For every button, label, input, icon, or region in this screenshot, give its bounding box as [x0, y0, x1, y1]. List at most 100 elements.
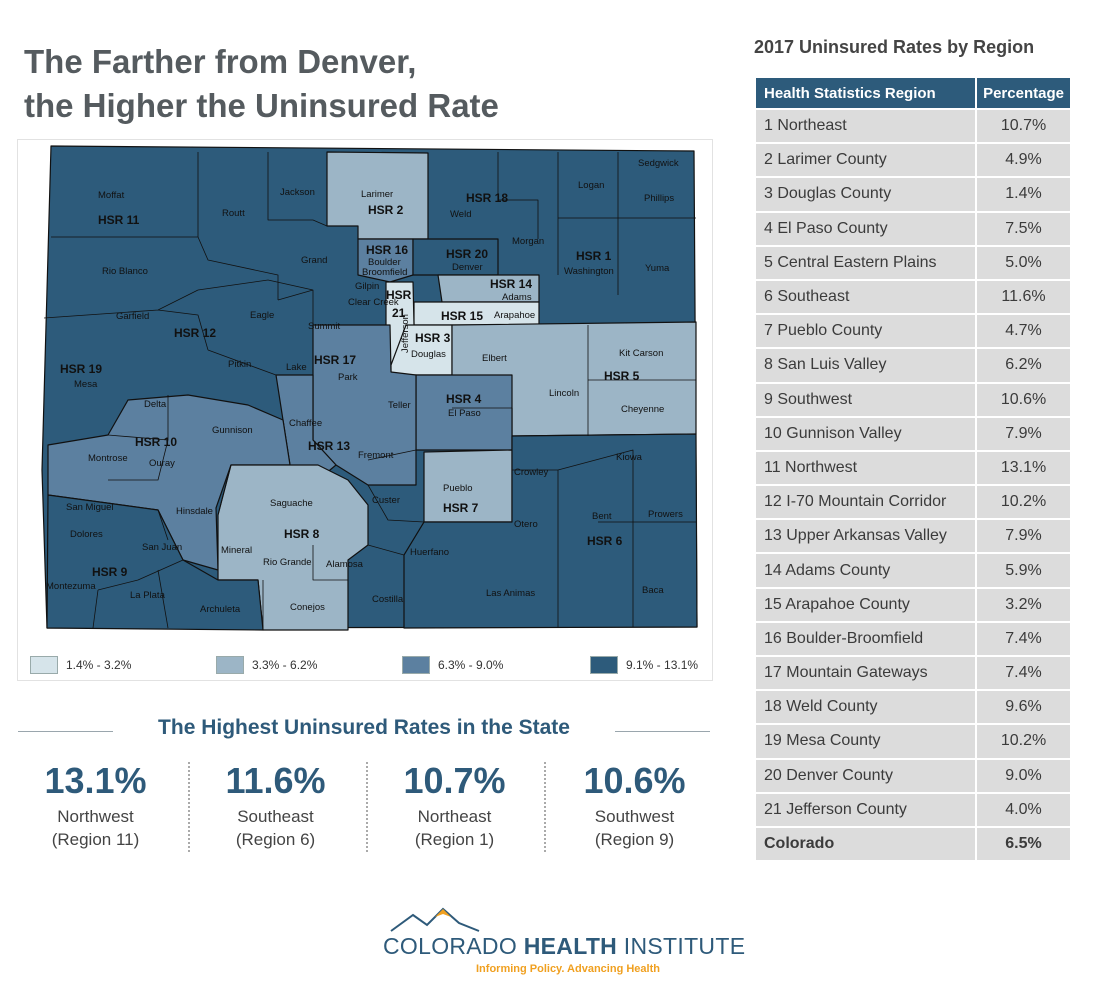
table-cell-region: 4 El Paso County [753, 210, 978, 247]
map-label-kit-carson: Kit Carson [619, 348, 663, 359]
table-cell-region: 2 Larimer County [753, 142, 978, 179]
table-cell-percentage: 9.6% [975, 689, 1072, 726]
highest-divider-2 [366, 762, 368, 852]
map-label-hsr1: HSR 1 [576, 249, 612, 263]
table-header-row: Health Statistics Region Percentage [753, 76, 1072, 110]
map-label-hsr21-a: HSR [386, 288, 412, 302]
table-cell-region: 9 Southwest [753, 381, 978, 418]
table-header-percentage: Percentage [975, 76, 1072, 110]
table-total-region: Colorado [753, 825, 978, 863]
map-label-las-animas: Las Animas [486, 588, 535, 599]
legend-item-tier1: 1.4% - 3.2% [30, 656, 131, 674]
map-label-lake: Lake [286, 362, 307, 373]
highest-rate-4-number: (Region 9) [594, 830, 675, 849]
table-row: 20 Denver County 9.0% [753, 757, 1072, 794]
map-label-routt: Routt [222, 208, 245, 219]
map-label-broomfield: Broomfield [362, 267, 407, 278]
table-cell-percentage: 4.0% [975, 791, 1072, 828]
map-label-mineral: Mineral [221, 545, 252, 556]
table-row: 11 Northwest 13.1% [753, 449, 1072, 487]
logo-tagline: Informing Policy. Advancing Health [476, 963, 660, 975]
table-row: 16 Boulder-Broomfield 7.4% [753, 620, 1072, 658]
logo-name-institute: INSTITUTE [617, 933, 746, 959]
map-label-hsr21-b: 21 [392, 306, 406, 320]
table-header-region: Health Statistics Region [753, 76, 978, 110]
map-label-saguache: Saguache [270, 498, 313, 509]
map-label-washington: Washington [564, 266, 614, 277]
map-label-hsr20: HSR 20 [446, 247, 488, 261]
table-row: 5 Central Eastern Plains 5.0% [753, 244, 1072, 281]
table-cell-percentage: 10.7% [975, 107, 1072, 145]
map-label-hsr18: HSR 18 [466, 191, 508, 205]
map-label-hsr7: HSR 7 [443, 501, 479, 515]
map-label-hsr3: HSR 3 [415, 331, 451, 345]
map-label-otero: Otero [514, 519, 538, 530]
table-row: 13 Upper Arkansas Valley 7.9% [753, 518, 1072, 555]
table-cell-percentage: 10.2% [975, 723, 1072, 760]
table-cell-region: 16 Boulder-Broomfield [753, 620, 978, 658]
table-cell-percentage: 1.4% [975, 176, 1072, 213]
table-cell-percentage: 4.7% [975, 313, 1072, 350]
map-label-hsr2: HSR 2 [368, 203, 404, 217]
legend-label-tier2: 3.3% - 6.2% [252, 658, 318, 672]
table-row: 6 Southeast 11.6% [753, 278, 1072, 316]
map-label-dolores: Dolores [70, 529, 103, 540]
map-label-hinsdale: Hinsdale [176, 506, 213, 517]
highest-rate-4-region: Southwest [594, 807, 675, 826]
highest-rate-3: 10.7% Northeast (Region 1) [367, 760, 542, 852]
table-total-percentage: 6.5% [975, 825, 1072, 863]
legend-label-tier3: 6.3% - 9.0% [438, 658, 504, 672]
map-label-hsr15: HSR 15 [441, 309, 483, 323]
table-row: 3 Douglas County 1.4% [753, 176, 1072, 213]
table-row: 1 Northeast 10.7% [753, 107, 1072, 145]
table-cell-percentage: 3.2% [975, 586, 1072, 623]
table-cell-percentage: 4.9% [975, 142, 1072, 179]
highest-rates-title: The Highest Uninsured Rates in the State [158, 716, 570, 739]
map-label-adams: Adams [502, 292, 532, 303]
map-label-denver: Denver [452, 262, 483, 273]
table-row: 7 Pueblo County 4.7% [753, 313, 1072, 350]
map-label-san-miguel: San Miguel [66, 502, 114, 513]
map-label-hsr9: HSR 9 [92, 565, 128, 579]
map-label-boulder: Boulder [368, 257, 401, 268]
map-label-montrose: Montrose [88, 453, 128, 464]
map-label-grand: Grand [301, 255, 327, 266]
table-row: 4 El Paso County 7.5% [753, 210, 1072, 247]
map-label-moffat: Moffat [98, 190, 125, 201]
table-cell-percentage: 7.4% [975, 654, 1072, 692]
table-cell-percentage: 7.4% [975, 620, 1072, 658]
map-county-lines [43, 152, 696, 630]
map-label-hsr13: HSR 13 [308, 439, 350, 453]
table-cell-percentage: 11.6% [975, 278, 1072, 316]
map-label-sedgwick: Sedgwick [638, 158, 679, 169]
table-row: 8 San Luis Valley 6.2% [753, 347, 1072, 384]
colorado-health-institute-logo: COLORADO HEALTH INSTITUTE Informing Poli… [383, 905, 745, 980]
map-label-teller: Teller [388, 400, 411, 411]
map-label-garfield: Garfield [116, 311, 149, 322]
table-row: 2 Larimer County 4.9% [753, 142, 1072, 179]
table-cell-region: 1 Northeast [753, 107, 978, 145]
table-total-row: Colorado 6.5% [753, 825, 1072, 863]
map-region-hsr8 [217, 464, 369, 631]
uninsured-rates-table: Health Statistics Region Percentage 1 No… [753, 76, 1072, 863]
map-label-summit: Summit [308, 321, 341, 332]
map-label-delta: Delta [144, 399, 167, 410]
map-label-gilpin: Gilpin [355, 281, 379, 292]
highest-rate-4: 10.6% Southwest (Region 9) [547, 760, 722, 852]
map-label-conejos: Conejos [290, 602, 325, 613]
highest-rate-1: 13.1% Northwest (Region 11) [8, 760, 183, 852]
table-cell-region: 11 Northwest [753, 449, 978, 487]
table-cell-percentage: 5.0% [975, 244, 1072, 281]
map-label-hsr16: HSR 16 [366, 243, 408, 257]
highest-rate-2-region: Southeast [237, 807, 314, 826]
map-region-hsr6 [403, 433, 698, 629]
map-label-bent: Bent [592, 511, 612, 522]
highest-divider-3 [544, 762, 546, 852]
legend-swatch-tier3 [402, 656, 430, 674]
map-label-clear-creek: Clear Creek [348, 297, 399, 308]
highest-rate-3-number: (Region 1) [414, 830, 495, 849]
table-cell-percentage: 5.9% [975, 552, 1072, 589]
table-cell-region: 21 Jefferson County [753, 791, 978, 828]
legend-item-tier4: 9.1% - 13.1% [590, 656, 698, 674]
map-label-hsr14: HSR 14 [490, 277, 532, 291]
